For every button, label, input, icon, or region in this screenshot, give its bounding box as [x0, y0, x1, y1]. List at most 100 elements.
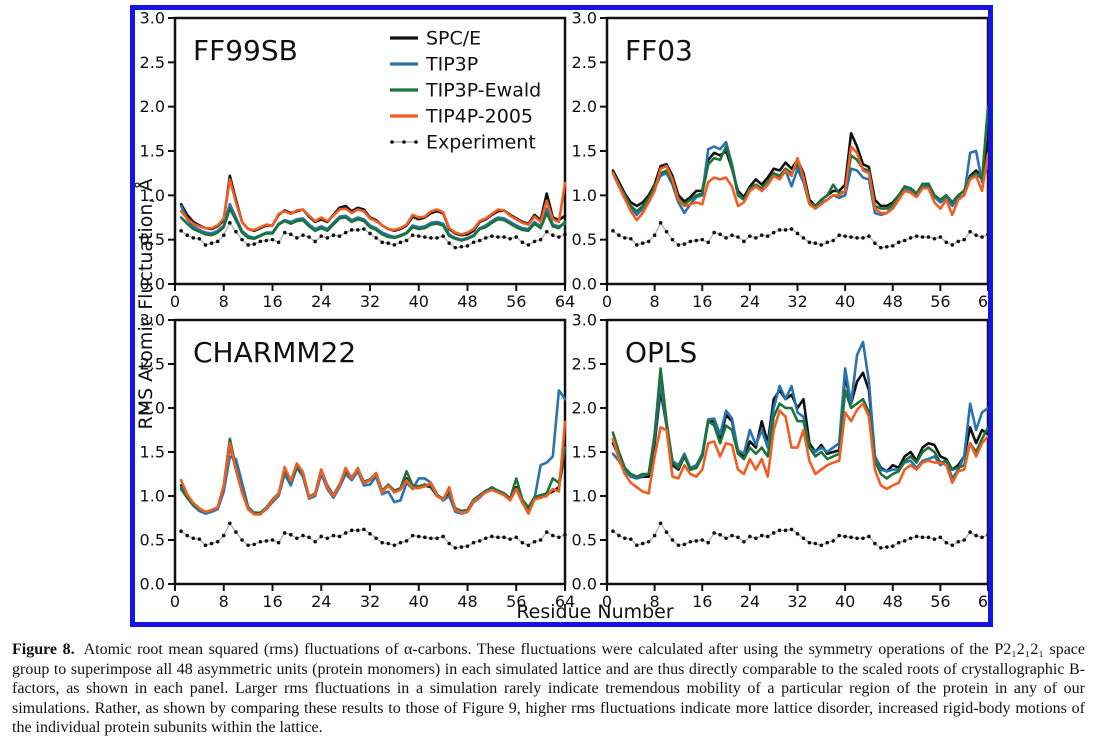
- y-tick-label-ff03: 2.5: [572, 53, 597, 72]
- experiment-marker-charmm22: [386, 541, 391, 546]
- experiment-marker-opls: [765, 534, 770, 539]
- experiment-marker-ff99sb: [337, 234, 342, 238]
- experiment-marker-ff99sb: [459, 244, 464, 249]
- experiment-marker-ff99sb: [465, 244, 470, 248]
- experiment-marker-ff99sb: [209, 241, 214, 246]
- x-tick-label-charmm22: 8: [219, 592, 229, 611]
- experiment-marker-charmm22: [337, 534, 342, 539]
- experiment-marker-opls: [801, 536, 806, 541]
- experiment-marker-ff03: [730, 233, 734, 238]
- experiment-marker-charmm22: [435, 536, 439, 541]
- y-tick-label-charmm22: 1.5: [140, 443, 165, 462]
- experiment-marker-charmm22: [185, 533, 189, 538]
- experiment-marker-ff99sb: [240, 237, 244, 242]
- experiment-marker-charmm22: [471, 540, 476, 545]
- experiment-marker-charmm22: [258, 539, 263, 544]
- experiment-marker-ff99sb: [221, 233, 226, 238]
- experiment-marker-ff99sb: [563, 232, 567, 237]
- experiment-marker-ff03: [861, 236, 865, 240]
- experiment-marker-ff99sb: [228, 221, 232, 225]
- experiment-marker-charmm22: [356, 528, 360, 533]
- x-tick-label-charmm22: 16: [262, 592, 282, 611]
- experiment-marker-opls: [640, 541, 645, 546]
- experiment-marker-opls: [658, 521, 663, 526]
- experiment-marker-opls: [873, 541, 877, 546]
- experiment-marker-opls: [777, 528, 782, 533]
- panel-title-charmm22: CHARMM22: [193, 336, 356, 369]
- experiment-marker-opls: [676, 543, 681, 548]
- experiment-marker-ff03: [950, 243, 955, 247]
- experiment-marker-charmm22: [295, 536, 299, 541]
- x-tick-label-ff03: 8: [650, 292, 660, 311]
- experiment-marker-ff03: [623, 236, 627, 240]
- x-tick-label-charmm22: 40: [409, 592, 429, 611]
- experiment-marker-opls: [944, 540, 949, 545]
- experiment-marker-ff99sb: [264, 238, 269, 243]
- experiment-marker-charmm22: [234, 530, 238, 534]
- experiment-marker-ff03: [742, 239, 746, 244]
- experiment-marker-ff99sb: [185, 233, 189, 238]
- x-tick-label-ff99sb: 48: [457, 292, 477, 311]
- y-tick-label-charmm22: 0.5: [140, 531, 165, 550]
- series-experiment-line-opls: [612, 521, 988, 549]
- experiment-marker-opls: [950, 543, 955, 548]
- experiment-marker-charmm22: [404, 539, 409, 543]
- experiment-marker-opls: [890, 544, 895, 548]
- experiment-marker-opls: [795, 532, 800, 536]
- experiment-marker-opls: [712, 531, 716, 535]
- experiment-marker-ff99sb: [538, 237, 543, 242]
- experiment-marker-ff99sb: [532, 239, 537, 244]
- series-tip3p-opls: [611, 340, 988, 480]
- experiment-marker-ff03: [974, 233, 978, 238]
- figure-caption-text: Atomic root mean squared (rms) fluctuati…: [12, 641, 1086, 736]
- x-tick-label-opls: 16: [692, 592, 712, 611]
- experiment-marker-ff03: [777, 228, 782, 232]
- experiment-marker-ff03: [986, 232, 988, 237]
- experiment-marker-charmm22: [416, 534, 421, 539]
- series-tip4p-2005-ff03: [611, 145, 988, 222]
- experiment-marker-ff03: [813, 241, 818, 246]
- x-tick-label-opls: 48: [883, 592, 903, 611]
- experiment-marker-ff99sb: [197, 236, 202, 241]
- x-axis-label: Residue Number: [516, 601, 674, 622]
- experiment-marker-charmm22: [319, 534, 324, 539]
- experiment-marker-opls: [718, 532, 722, 537]
- experiment-marker-opls: [759, 533, 764, 538]
- experiment-marker-ff99sb: [447, 241, 452, 246]
- experiment-marker-ff99sb: [179, 229, 183, 233]
- experiment-marker-ff99sb: [435, 236, 439, 240]
- experiment-marker-ff99sb: [502, 235, 506, 239]
- experiment-marker-ff99sb: [295, 236, 299, 240]
- experiment-marker-ff99sb: [362, 227, 366, 231]
- experiment-marker-charmm22: [459, 545, 464, 549]
- y-tick-label-opls: 3.0: [572, 311, 597, 330]
- experiment-marker-ff99sb: [544, 229, 549, 234]
- experiment-marker-charmm22: [228, 521, 232, 526]
- x-tick-label-ff03: 64: [978, 292, 988, 311]
- y-tick-label-opls: 0.5: [572, 531, 597, 550]
- experiment-marker-charmm22: [477, 539, 482, 543]
- experiment-marker-opls: [748, 534, 752, 539]
- experiment-marker-opls: [813, 541, 818, 546]
- experiment-marker-charmm22: [343, 531, 348, 535]
- experiment-marker-ff99sb: [453, 245, 458, 250]
- experiment-marker-charmm22: [483, 536, 488, 541]
- experiment-marker-ff99sb: [410, 233, 415, 238]
- experiment-marker-ff99sb: [398, 240, 403, 245]
- experiment-marker-ff03: [825, 240, 830, 245]
- y-tick-label-ff03: 0.5: [572, 230, 597, 249]
- experiment-marker-opls: [914, 534, 919, 539]
- experiment-marker-ff99sb: [288, 232, 293, 237]
- experiment-marker-ff03: [884, 244, 889, 249]
- y-tick-label-charmm22: 1.0: [140, 487, 165, 506]
- experiment-marker-opls: [974, 533, 978, 538]
- experiment-marker-charmm22: [520, 540, 525, 545]
- y-tick-label-ff03: 0.0: [572, 275, 597, 294]
- experiment-marker-ff99sb: [483, 236, 488, 240]
- experiment-marker-ff03: [807, 240, 812, 245]
- y-tick-label-charmm22: 0.0: [140, 575, 165, 594]
- y-tick-label-opls: 0.0: [572, 575, 597, 594]
- experiment-marker-charmm22: [410, 533, 415, 538]
- experiment-marker-charmm22: [544, 530, 549, 534]
- experiment-marker-ff03: [617, 233, 621, 238]
